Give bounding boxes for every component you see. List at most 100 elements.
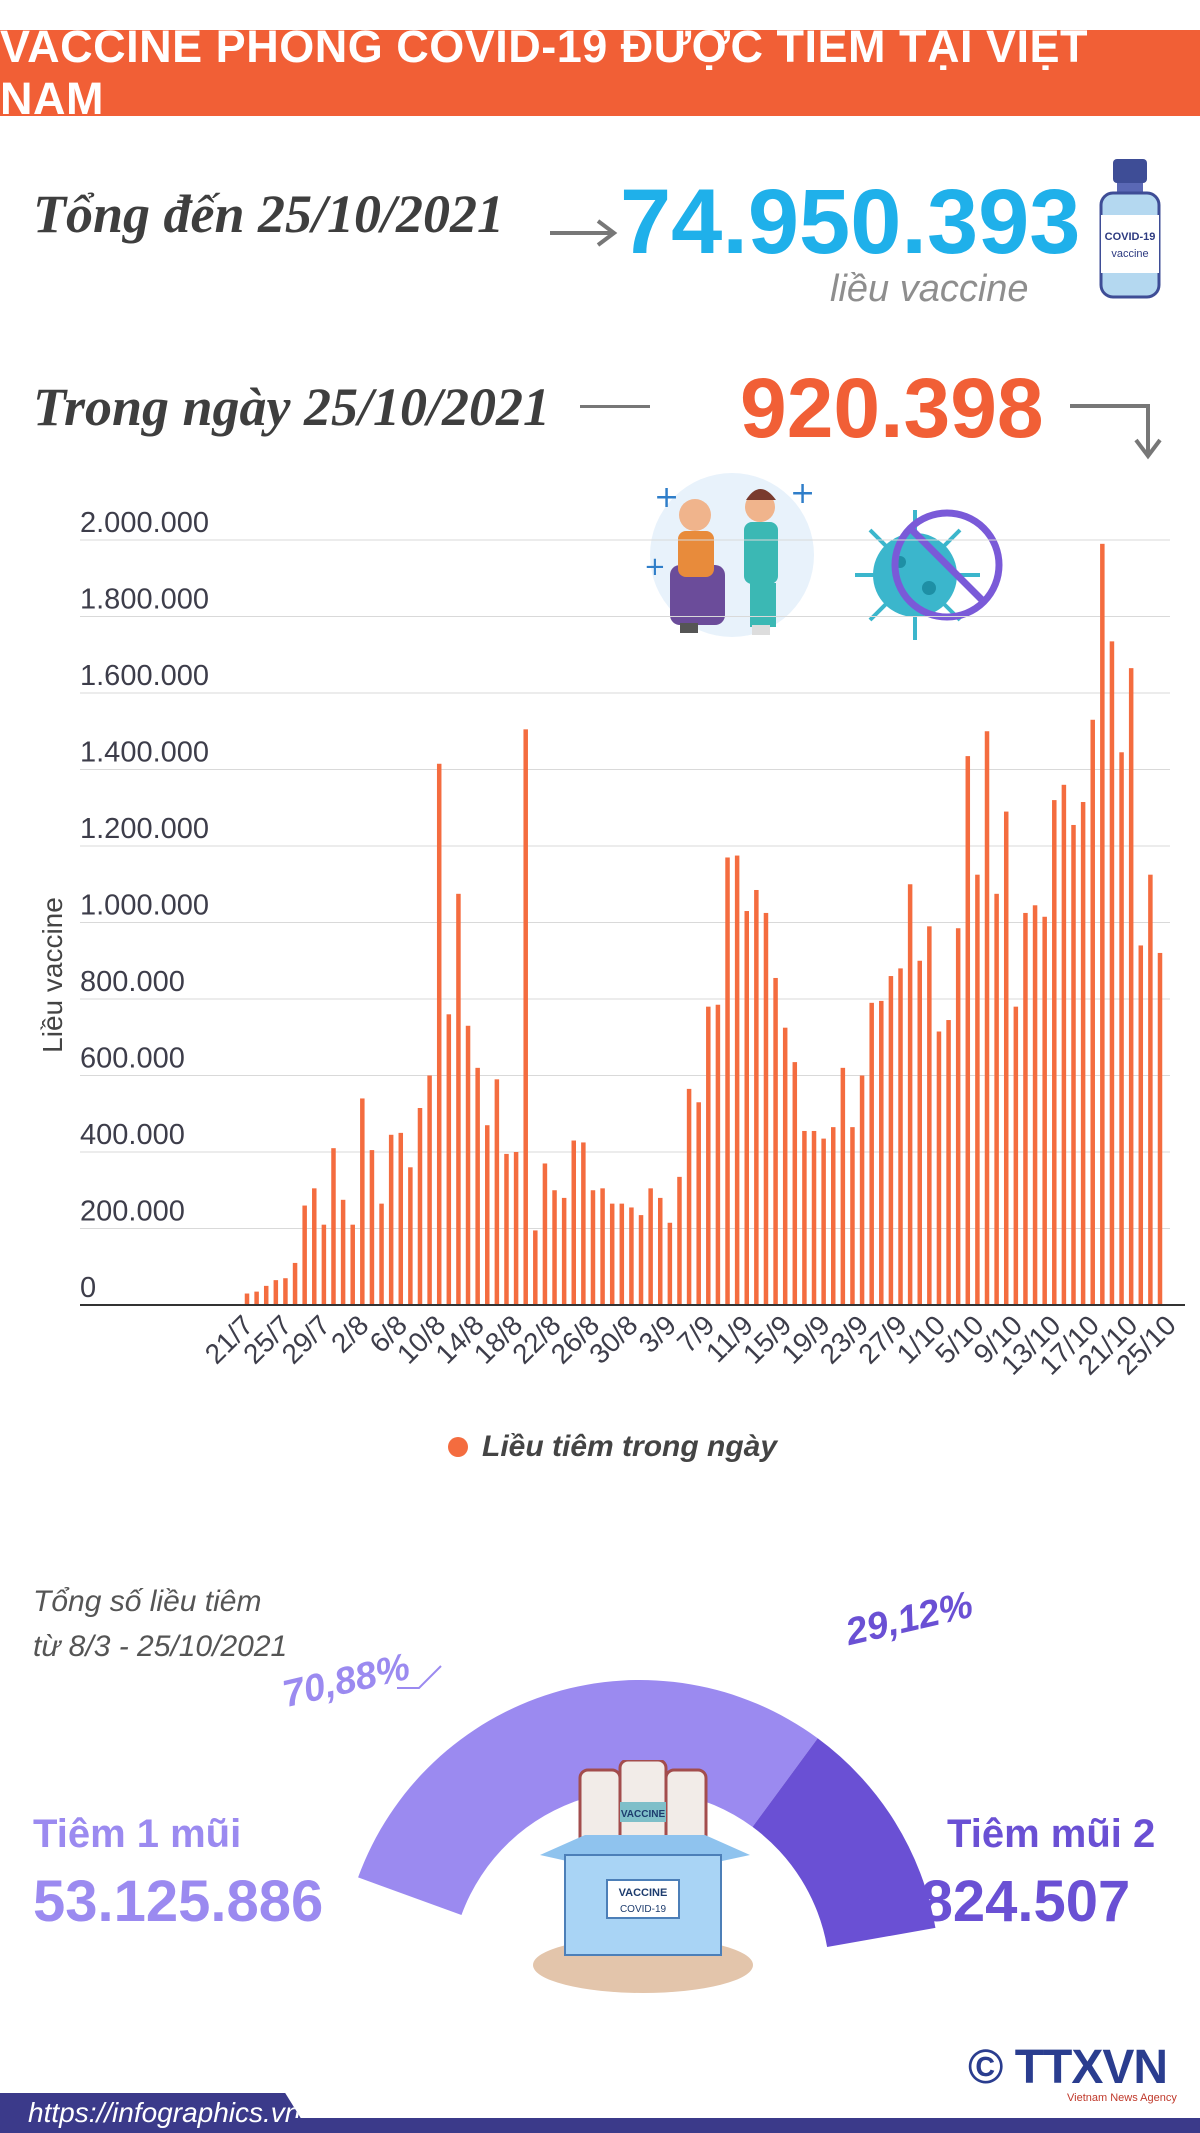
bar (1042, 916, 1047, 1305)
total-value: 74.950.393 (620, 171, 1081, 273)
agency-name: Vietnam News Agency (1067, 2092, 1177, 2104)
bar (408, 1167, 413, 1305)
bar (369, 1150, 375, 1305)
bar (1128, 668, 1134, 1305)
bar (379, 1203, 384, 1305)
dose1-value: 53.125.886 (33, 1869, 324, 1934)
bar (936, 1031, 942, 1305)
bar (533, 1230, 538, 1305)
y-tick-label: 2.000.000 (80, 507, 209, 539)
svg-text:VACCINE: VACCINE (619, 1887, 668, 1899)
bar (773, 977, 778, 1305)
dose1-arc (358, 1680, 818, 1916)
daily-value: 920.398 (740, 361, 1044, 455)
bar (465, 1025, 471, 1305)
ttxvn-logo: © TTXVN (968, 2041, 1168, 2094)
y-tick-label: 1.400.000 (80, 737, 209, 769)
y-tick-label: 400.000 (80, 1119, 185, 1151)
bar (456, 893, 461, 1305)
bar (302, 1205, 307, 1305)
bar (821, 1138, 826, 1305)
y-tick-label: 1.000.000 (80, 890, 209, 922)
bar (1090, 719, 1095, 1305)
dose2-value: 21.824.507 (840, 1869, 1131, 1934)
bar (619, 1203, 625, 1305)
dose2-arc (752, 1738, 936, 1948)
bar (763, 912, 769, 1305)
y-tick-label: 800.000 (80, 966, 185, 998)
bar (792, 1062, 798, 1305)
footer-bar (290, 2118, 1200, 2133)
bar (1080, 802, 1086, 1305)
bar (283, 1278, 288, 1305)
bar (600, 1188, 605, 1305)
bar (686, 1088, 692, 1305)
dose1-label: Tiêm 1 mũi (33, 1812, 242, 1856)
bar (917, 960, 922, 1305)
bar (552, 1190, 557, 1305)
y-tick-label: 1.200.000 (80, 813, 209, 845)
svg-text:+: + (790, 476, 815, 511)
svg-text:COVID-19: COVID-19 (1105, 231, 1156, 243)
bar (1032, 905, 1038, 1305)
bar (494, 1079, 500, 1305)
bar (946, 1020, 951, 1305)
bar (879, 1000, 884, 1305)
summary-note-1: Tổng số liều tiêm (33, 1585, 262, 1618)
bar (504, 1153, 509, 1305)
bar (571, 1140, 577, 1305)
bar (965, 756, 971, 1305)
bar (244, 1293, 250, 1305)
bar (840, 1067, 846, 1305)
bar (398, 1132, 404, 1305)
bar (706, 1006, 711, 1305)
bar (1023, 912, 1028, 1305)
bar (888, 976, 894, 1305)
dose1-leader-line (397, 1665, 442, 1689)
page-title: VACCINE PHÒNG COVID-19 ĐƯỢC TIÊM TẠI VIỆ… (0, 21, 1200, 124)
vaccination-illustration: + + + (644, 473, 815, 637)
bar (513, 1152, 519, 1305)
vaccine-vial-icon: COVID-19 vaccine (1099, 159, 1161, 299)
daily-doses-chart: 2.000.000 1.800.000 1.600.000 1.400.000 1.20… (37, 507, 1185, 1381)
bar (254, 1291, 259, 1305)
bar (388, 1134, 394, 1305)
y-tick-label: 1.600.000 (80, 660, 209, 692)
bar (273, 1280, 279, 1305)
arrow-down-right-icon (1070, 404, 1162, 460)
bar (754, 889, 759, 1305)
bar (561, 1197, 567, 1305)
bar (975, 874, 980, 1305)
bar (927, 926, 932, 1305)
bar (859, 1075, 865, 1305)
bar (1100, 543, 1105, 1305)
bar (1157, 952, 1163, 1305)
dose2-label: Tiêm mũi 2 (947, 1812, 1156, 1856)
bar (1138, 945, 1144, 1305)
summary-note-2: từ 8/3 - 25/10/2021 (33, 1630, 288, 1663)
bar (907, 884, 913, 1305)
svg-text:vaccine: vaccine (1111, 248, 1148, 260)
bar (696, 1102, 701, 1305)
bar (744, 911, 749, 1305)
bar (446, 1014, 452, 1305)
legend-label: Liều tiêm trong ngày (482, 1430, 778, 1463)
bar (590, 1190, 596, 1305)
bar (994, 893, 999, 1305)
bar (782, 1027, 788, 1305)
svg-text:VACCINE: VACCINE (621, 1809, 666, 1820)
footer-url-link[interactable]: https://infographics.vn (0, 2093, 310, 2133)
bar (984, 731, 990, 1305)
svg-text:+: + (644, 552, 666, 582)
bar (1109, 641, 1115, 1305)
y-tick-label: 600.000 (80, 1043, 185, 1075)
bar (1119, 752, 1124, 1305)
bar (667, 1222, 673, 1305)
legend-marker (448, 1437, 468, 1457)
bar (1061, 784, 1067, 1305)
bar (292, 1262, 298, 1305)
bar (340, 1199, 346, 1305)
bar (811, 1130, 817, 1305)
chart-legend: Liều tiêm trong ngày (448, 1430, 777, 1464)
svg-text:COVID-19: COVID-19 (620, 1904, 667, 1915)
